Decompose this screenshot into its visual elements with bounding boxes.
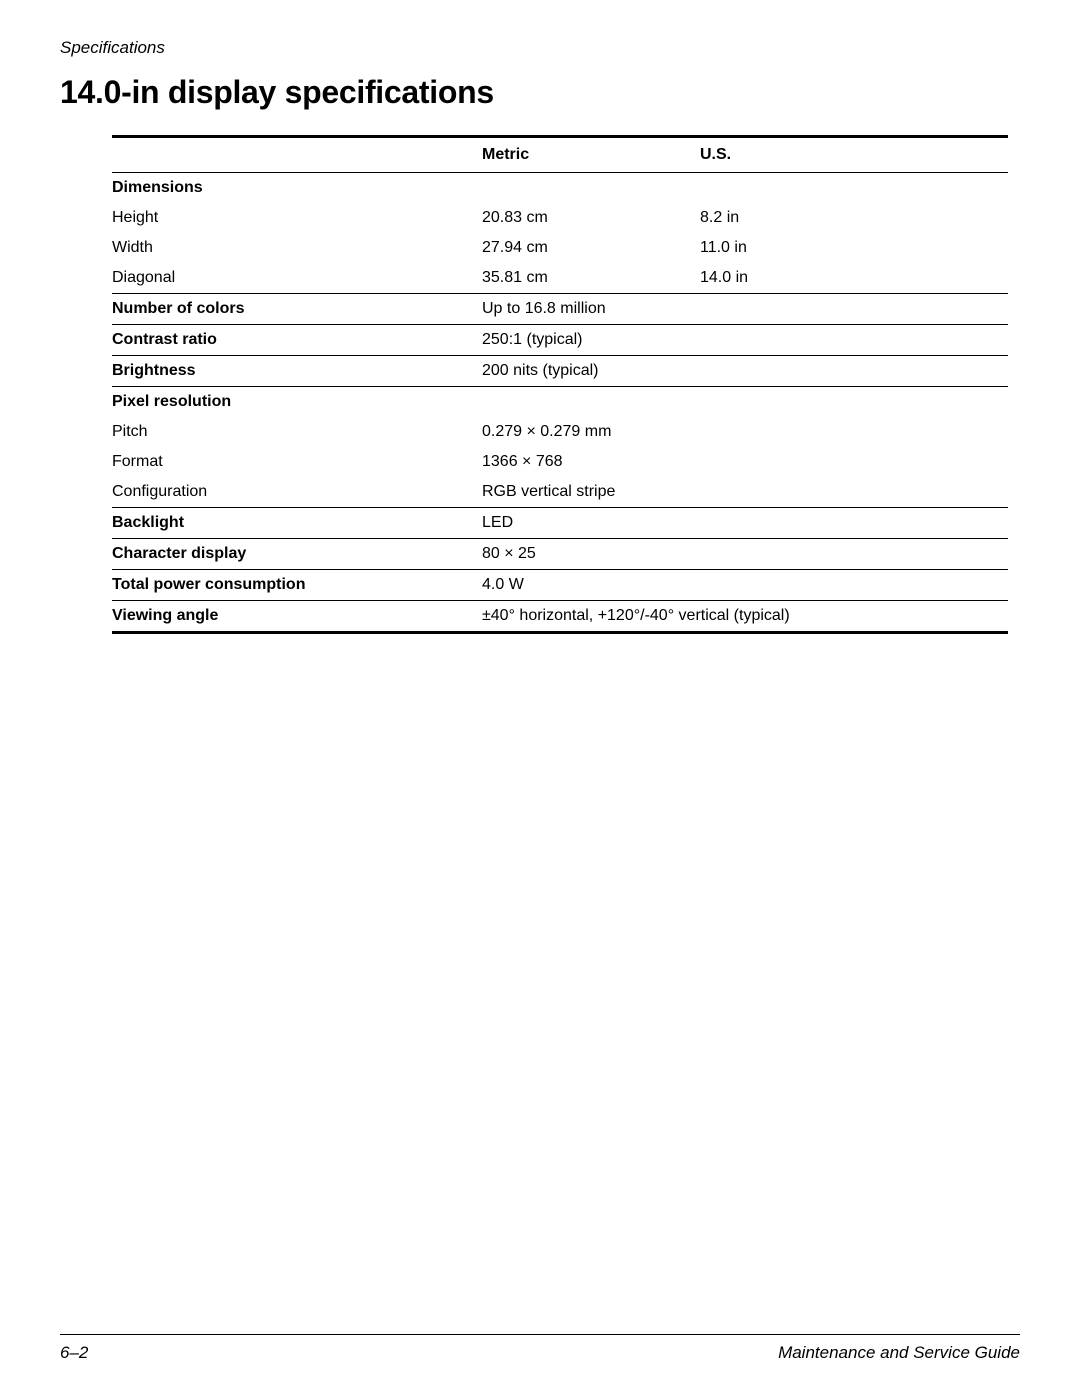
header-cell-blank bbox=[112, 137, 482, 173]
cell-value: 11.0 in bbox=[700, 233, 1008, 263]
table-row: Pixel resolution bbox=[112, 387, 1008, 418]
footer-guide-title: Maintenance and Service Guide bbox=[778, 1343, 1020, 1363]
cell-value: 35.81 cm bbox=[482, 263, 700, 294]
table-row: Configuration RGB vertical stripe bbox=[112, 477, 1008, 508]
cell-value bbox=[700, 173, 1008, 204]
table-row: Format 1366 × 768 bbox=[112, 447, 1008, 477]
table-row: Height 20.83 cm 8.2 in bbox=[112, 203, 1008, 233]
table-header-row: Metric U.S. bbox=[112, 137, 1008, 173]
cell-value: 200 nits (typical) bbox=[482, 356, 1008, 387]
cell-label: Character display bbox=[112, 539, 482, 570]
cell-label: Dimensions bbox=[112, 173, 482, 204]
cell-value: 250:1 (typical) bbox=[482, 325, 1008, 356]
cell-label: Backlight bbox=[112, 508, 482, 539]
cell-value: 27.94 cm bbox=[482, 233, 700, 263]
cell-label: Pitch bbox=[112, 417, 482, 447]
cell-value: 4.0 W bbox=[482, 570, 1008, 601]
cell-label: Viewing angle bbox=[112, 601, 482, 633]
cell-value: ±40° horizontal, +120°/-40° vertical (ty… bbox=[482, 601, 1008, 633]
cell-value: 80 × 25 bbox=[482, 539, 1008, 570]
cell-value bbox=[700, 387, 1008, 418]
cell-value: 8.2 in bbox=[700, 203, 1008, 233]
cell-label: Diagonal bbox=[112, 263, 482, 294]
cell-value: LED bbox=[482, 508, 1008, 539]
table-row: Diagonal 35.81 cm 14.0 in bbox=[112, 263, 1008, 294]
cell-value: 20.83 cm bbox=[482, 203, 700, 233]
table-row: Pitch 0.279 × 0.279 mm bbox=[112, 417, 1008, 447]
table-row: Backlight LED bbox=[112, 508, 1008, 539]
cell-value: 0.279 × 0.279 mm bbox=[482, 417, 1008, 447]
table-row: Dimensions bbox=[112, 173, 1008, 204]
cell-label: Total power consumption bbox=[112, 570, 482, 601]
table-row: Viewing angle ±40° horizontal, +120°/-40… bbox=[112, 601, 1008, 633]
cell-value bbox=[482, 387, 700, 418]
footer-page-number: 6–2 bbox=[60, 1343, 88, 1363]
header-cell-metric: Metric bbox=[482, 137, 700, 173]
table-row: Width 27.94 cm 11.0 in bbox=[112, 233, 1008, 263]
cell-value: Up to 16.8 million bbox=[482, 294, 1008, 325]
cell-value bbox=[482, 173, 700, 204]
table-row: Contrast ratio 250:1 (typical) bbox=[112, 325, 1008, 356]
cell-value: 14.0 in bbox=[700, 263, 1008, 294]
cell-value: 1366 × 768 bbox=[482, 447, 1008, 477]
table-row: Brightness 200 nits (typical) bbox=[112, 356, 1008, 387]
cell-label: Width bbox=[112, 233, 482, 263]
specs-table: Metric U.S. Dimensions Height 20.83 cm 8… bbox=[112, 135, 1008, 634]
cell-label: Configuration bbox=[112, 477, 482, 508]
section-title: 14.0-in display specifications bbox=[60, 74, 1020, 111]
cell-label: Format bbox=[112, 447, 482, 477]
table-row: Number of colors Up to 16.8 million bbox=[112, 294, 1008, 325]
cell-label: Height bbox=[112, 203, 482, 233]
page-footer: 6–2 Maintenance and Service Guide bbox=[60, 1334, 1020, 1363]
cell-label: Contrast ratio bbox=[112, 325, 482, 356]
table-row: Character display 80 × 25 bbox=[112, 539, 1008, 570]
cell-label: Brightness bbox=[112, 356, 482, 387]
cell-value: RGB vertical stripe bbox=[482, 477, 1008, 508]
cell-label: Pixel resolution bbox=[112, 387, 482, 418]
running-header: Specifications bbox=[60, 38, 1020, 58]
header-cell-us: U.S. bbox=[700, 137, 1008, 173]
cell-label: Number of colors bbox=[112, 294, 482, 325]
table-row: Total power consumption 4.0 W bbox=[112, 570, 1008, 601]
